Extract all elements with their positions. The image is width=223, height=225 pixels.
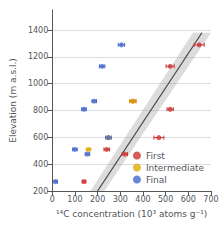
svg-text:0: 0	[50, 195, 55, 204]
svg-text:300: 300	[113, 195, 128, 204]
svg-text:First: First	[146, 151, 165, 161]
svg-text:400: 400	[33, 160, 48, 169]
svg-text:1200: 1200	[28, 52, 48, 61]
svg-text:Elevation (m a.s.l.): Elevation (m a.s.l.)	[8, 58, 18, 143]
svg-text:¹⁴C concentration (10³ atoms g: ¹⁴C concentration (10³ atoms g⁻¹)	[56, 209, 207, 219]
svg-text:Intermediate: Intermediate	[146, 163, 205, 173]
svg-text:Final: Final	[146, 175, 167, 185]
svg-text:1400: 1400	[28, 26, 48, 35]
svg-text:100: 100	[67, 195, 82, 204]
svg-text:200: 200	[90, 195, 105, 204]
svg-text:500: 500	[158, 195, 173, 204]
svg-text:1000: 1000	[28, 79, 48, 88]
svg-text:600: 600	[181, 195, 196, 204]
svg-text:400: 400	[135, 195, 150, 204]
svg-text:600: 600	[33, 133, 48, 142]
svg-text:700: 700	[203, 195, 218, 204]
svg-text:800: 800	[33, 106, 48, 115]
svg-text:200: 200	[33, 187, 48, 196]
